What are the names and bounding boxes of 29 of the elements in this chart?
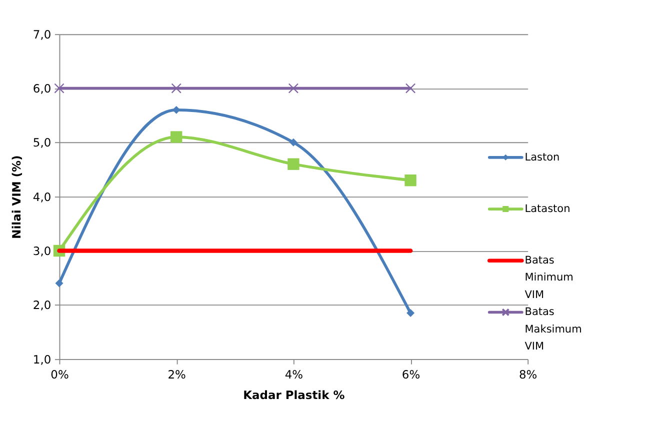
point [55,279,64,288]
point [289,138,298,146]
y-tick-label: 7,0 [32,27,52,42]
point [288,83,299,94]
x-tick-label: 0% [50,368,69,382]
x-tick-label: 8% [519,368,538,382]
point [405,83,416,94]
point [171,83,182,94]
y-tick-label: 2,0 [32,298,52,312]
x-tick-label: 4% [284,368,304,382]
x-tick-label: 2% [168,368,186,382]
point [404,174,416,186]
x-axis-title: Kadar Plastik % [243,388,346,402]
point [54,83,64,94]
point [170,131,182,143]
y-tick-label: 5,0 [32,136,52,150]
x-tick-label: 6% [402,368,420,382]
y-tick-label: 6,0 [32,82,52,96]
y-axis-title: Nilai VIM (%) [9,155,24,239]
y-tick-label: 3,0 [32,244,52,258]
y-tick-label: 1,0 [32,352,52,366]
point [406,309,415,318]
legend-label: Laston [524,151,560,164]
point [288,158,300,170]
point [172,106,180,114]
legend-label: Batas Minimum VIM [524,254,574,301]
legend-label: Batas Maksimum VIM [524,306,582,353]
legend-label: Lataston [524,202,570,215]
y-tick-label: 4,0 [32,190,52,204]
